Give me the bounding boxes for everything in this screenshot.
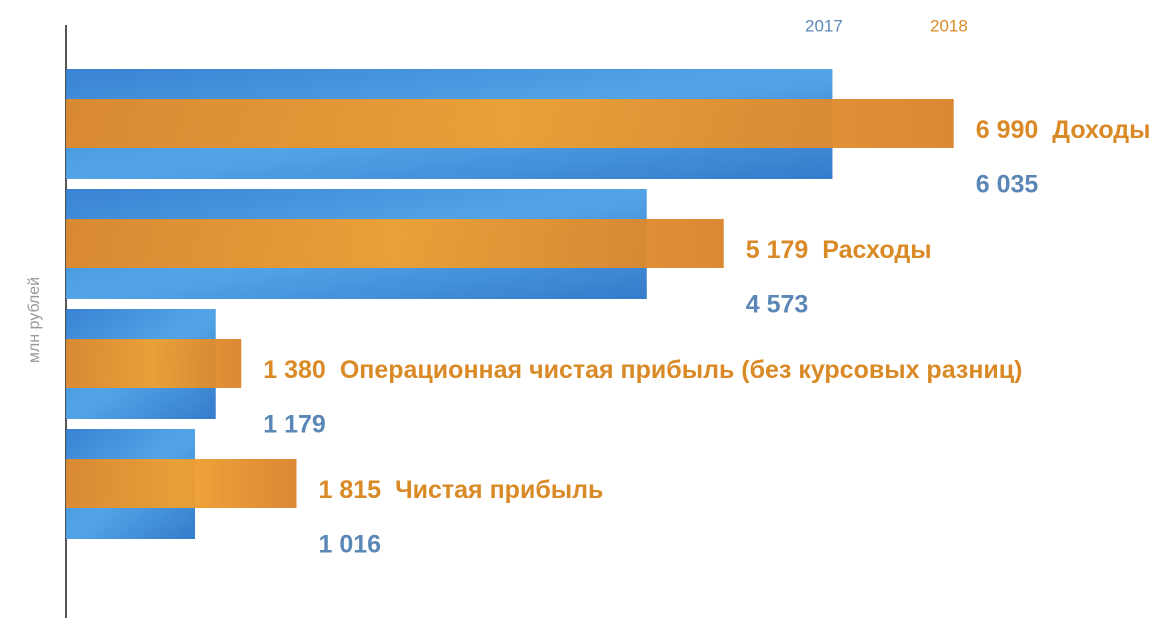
- category-label: Операционная чистая прибыль (без курсовы…: [340, 356, 1023, 384]
- legend-entry: 2017: [805, 16, 843, 35]
- bar: [66, 219, 724, 268]
- y-axis-label: млн рублей: [26, 277, 43, 363]
- category-label: Чистая прибыль: [395, 476, 603, 504]
- value-label: 1 380: [263, 356, 326, 384]
- bar: [66, 99, 954, 148]
- value-label: 6 990: [976, 116, 1039, 144]
- bar-label: 5 179 Расходы: [746, 236, 932, 264]
- bar-label: 1 815 Чистая прибыль: [319, 476, 604, 504]
- value-label: 6 035: [976, 171, 1039, 199]
- category-label: Расходы: [822, 236, 931, 264]
- bar-label: 1 380 Операционная чистая прибыль (без ку…: [263, 356, 1022, 384]
- bar: [66, 339, 242, 388]
- value-label: 1 016: [319, 531, 382, 559]
- category-label: Доходы: [1052, 116, 1150, 144]
- legend-entry: 2018: [930, 16, 968, 35]
- value-label: 5 179: [746, 236, 809, 264]
- bar: [66, 459, 297, 508]
- value-label: 1 815: [319, 476, 382, 504]
- value-label: 1 179: [263, 411, 326, 439]
- bar-label: 6 990 Доходы: [976, 116, 1151, 144]
- value-label: 4 573: [746, 291, 809, 319]
